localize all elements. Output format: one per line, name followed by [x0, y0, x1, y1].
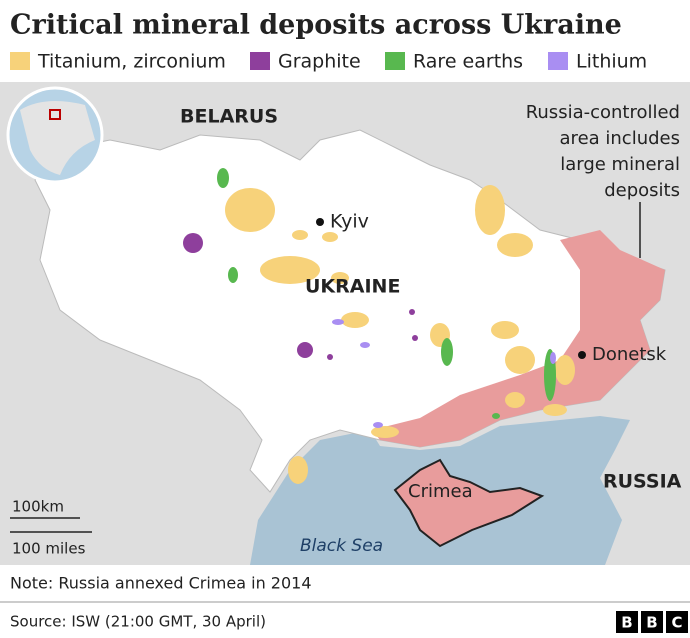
logo-letter: B	[621, 614, 632, 632]
logo-letter: B	[646, 614, 657, 632]
deposit	[228, 267, 238, 283]
deposit	[371, 426, 399, 438]
deposit	[332, 319, 344, 325]
country-label: UKRAINE	[305, 276, 400, 298]
scale-label: 100 miles	[12, 540, 86, 558]
deposit	[322, 232, 338, 242]
legend-label: Lithium	[576, 51, 647, 73]
deposit	[288, 456, 308, 484]
deposit	[505, 346, 535, 374]
deposit	[505, 392, 525, 408]
deposit	[475, 185, 505, 235]
deposit	[225, 188, 275, 232]
country-label: RUSSIA	[603, 471, 682, 493]
legend-swatch	[548, 52, 568, 70]
deposit	[297, 342, 313, 358]
annotation-line: deposits	[604, 180, 680, 201]
note: Note: Russia annexed Crimea in 2014	[10, 574, 312, 593]
deposit	[550, 352, 556, 364]
legend-label: Titanium, zirconium	[37, 51, 226, 73]
legend-swatch	[385, 52, 405, 70]
deposit	[497, 233, 533, 257]
deposit	[491, 321, 519, 339]
deposit	[183, 233, 203, 253]
deposit	[292, 230, 308, 240]
deposit	[555, 355, 575, 385]
legend-swatch	[250, 52, 270, 70]
deposit	[373, 422, 383, 428]
city-label: Donetsk	[592, 344, 667, 365]
deposit	[341, 312, 369, 328]
city-dot	[578, 351, 586, 359]
deposit	[327, 354, 333, 360]
deposit	[360, 342, 370, 348]
deposit	[217, 168, 229, 188]
annotation: Russia-controlled area includes large mine…	[526, 102, 680, 201]
logo-letter: C	[671, 614, 682, 632]
title: Critical mineral deposits across Ukraine	[10, 10, 622, 41]
russia-controlled-area	[372, 230, 665, 447]
legend-swatch	[10, 52, 30, 70]
logo-box	[666, 611, 688, 633]
annotation-line: Russia-controlled	[526, 102, 680, 123]
city-dot	[316, 218, 324, 226]
sea-label: Black Sea	[300, 536, 383, 556]
scale-label: 100km	[12, 498, 64, 516]
annotation-line: area includes	[560, 128, 680, 149]
crimea	[393, 458, 545, 548]
deposit	[492, 413, 500, 419]
deposit	[409, 309, 415, 315]
source: Source: ISW (21:00 GMT, 30 April)	[10, 613, 266, 631]
globe-marker	[49, 109, 61, 120]
deposits	[183, 168, 575, 484]
logo-box	[616, 611, 638, 633]
legend-label: Rare earths	[413, 51, 523, 73]
logo-box	[641, 611, 663, 633]
globe-land	[20, 101, 95, 175]
deposit	[260, 256, 320, 284]
country-label: BELARUS	[180, 106, 278, 128]
deposit	[543, 404, 567, 416]
legend-label: Graphite	[278, 51, 361, 73]
legend: Titanium, zirconium Graphite Rare earths Li…	[10, 51, 647, 73]
deposit	[412, 335, 418, 341]
deposit	[331, 272, 349, 284]
region-label: Crimea	[408, 481, 473, 502]
annotation-line: large mineral	[560, 154, 680, 175]
deposit	[441, 338, 453, 366]
city-label: Kyiv	[330, 211, 369, 233]
